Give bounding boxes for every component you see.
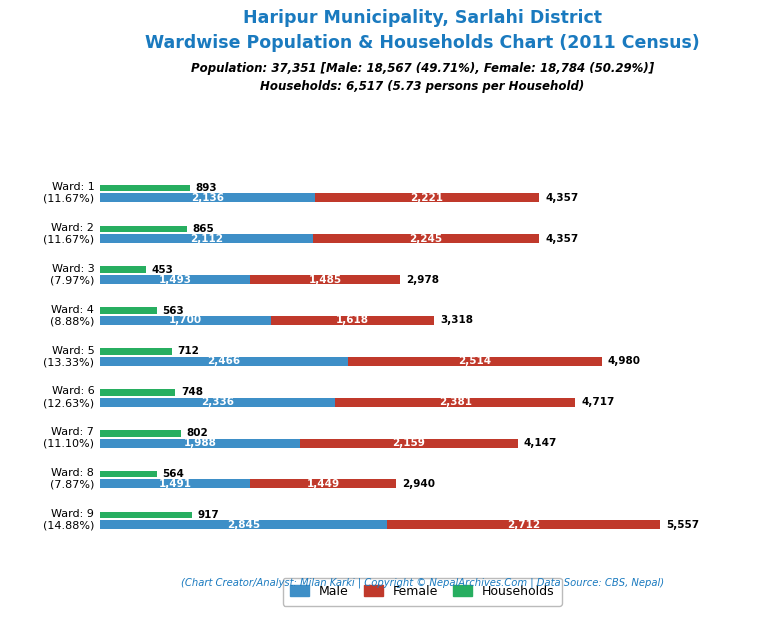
Text: 1,485: 1,485 (309, 275, 342, 285)
Text: 748: 748 (180, 388, 203, 397)
Text: Haripur Municipality, Sarlahi District: Haripur Municipality, Sarlahi District (243, 9, 602, 27)
Text: 2,381: 2,381 (439, 397, 472, 407)
Text: 2,978: 2,978 (406, 275, 439, 285)
Bar (100, 357, 349, 366)
Bar (100, 267, 145, 273)
Text: 5,557: 5,557 (666, 520, 699, 530)
Bar (336, 397, 575, 407)
Text: 1,493: 1,493 (158, 275, 191, 285)
Text: 712: 712 (177, 346, 199, 356)
Text: 2,245: 2,245 (409, 234, 442, 244)
Text: 893: 893 (195, 183, 217, 193)
Bar (100, 348, 171, 354)
Text: 4,717: 4,717 (581, 397, 614, 407)
Text: 2,712: 2,712 (507, 520, 540, 530)
Bar (100, 184, 190, 191)
Text: 2,221: 2,221 (411, 193, 444, 202)
Text: 4,357: 4,357 (545, 193, 578, 202)
Text: Wardwise Population & Households Chart (2011 Census): Wardwise Population & Households Chart (… (145, 34, 700, 52)
Bar (300, 439, 518, 447)
Text: 2,159: 2,159 (392, 438, 425, 448)
Bar (250, 275, 400, 284)
Text: 453: 453 (151, 265, 173, 275)
Bar (271, 316, 434, 325)
Text: 563: 563 (162, 306, 184, 316)
Bar (100, 275, 250, 284)
Text: Households: 6,517 (5.73 persons per Household): Households: 6,517 (5.73 persons per Hous… (260, 80, 584, 93)
Text: 2,845: 2,845 (227, 520, 260, 530)
Text: 4,357: 4,357 (545, 234, 578, 244)
Text: 2,466: 2,466 (207, 356, 240, 366)
Text: 1,491: 1,491 (158, 479, 191, 489)
Bar (349, 357, 602, 366)
Bar (100, 439, 300, 447)
Text: 564: 564 (162, 469, 184, 479)
Bar (250, 480, 396, 488)
Bar (100, 389, 175, 396)
Bar (100, 520, 386, 530)
Bar (100, 193, 315, 202)
Bar (100, 316, 271, 325)
Text: 1,449: 1,449 (306, 479, 339, 489)
Bar (100, 307, 157, 314)
Text: 865: 865 (193, 224, 214, 234)
Text: 2,940: 2,940 (402, 479, 435, 489)
Bar (386, 520, 660, 530)
Text: 2,112: 2,112 (190, 234, 223, 244)
Text: (Chart Creator/Analyst: Milan Karki | Copyright © NepalArchives.Com | Data Sourc: (Chart Creator/Analyst: Milan Karki | Co… (180, 578, 664, 587)
Bar (100, 430, 180, 437)
Text: 802: 802 (186, 428, 208, 438)
Bar (100, 234, 313, 243)
Text: 917: 917 (198, 510, 220, 520)
Text: 1,988: 1,988 (184, 438, 217, 448)
Bar (100, 226, 187, 232)
Text: 1,700: 1,700 (169, 315, 202, 325)
Text: 2,136: 2,136 (191, 193, 224, 202)
Text: 1,618: 1,618 (336, 315, 369, 325)
Bar (315, 193, 539, 202)
Text: 4,980: 4,980 (607, 356, 641, 366)
Bar (100, 511, 192, 518)
Legend: Male, Female, Households: Male, Female, Households (283, 578, 562, 606)
Bar (100, 480, 250, 488)
Bar (100, 471, 157, 477)
Text: 2,336: 2,336 (201, 397, 234, 407)
Text: 2,514: 2,514 (458, 356, 492, 366)
Text: 3,318: 3,318 (440, 315, 473, 325)
Bar (313, 234, 539, 243)
Text: Population: 37,351 [Male: 18,567 (49.71%), Female: 18,784 (50.29%)]: Population: 37,351 [Male: 18,567 (49.71%… (190, 62, 654, 75)
Bar (100, 397, 336, 407)
Text: 4,147: 4,147 (524, 438, 558, 448)
